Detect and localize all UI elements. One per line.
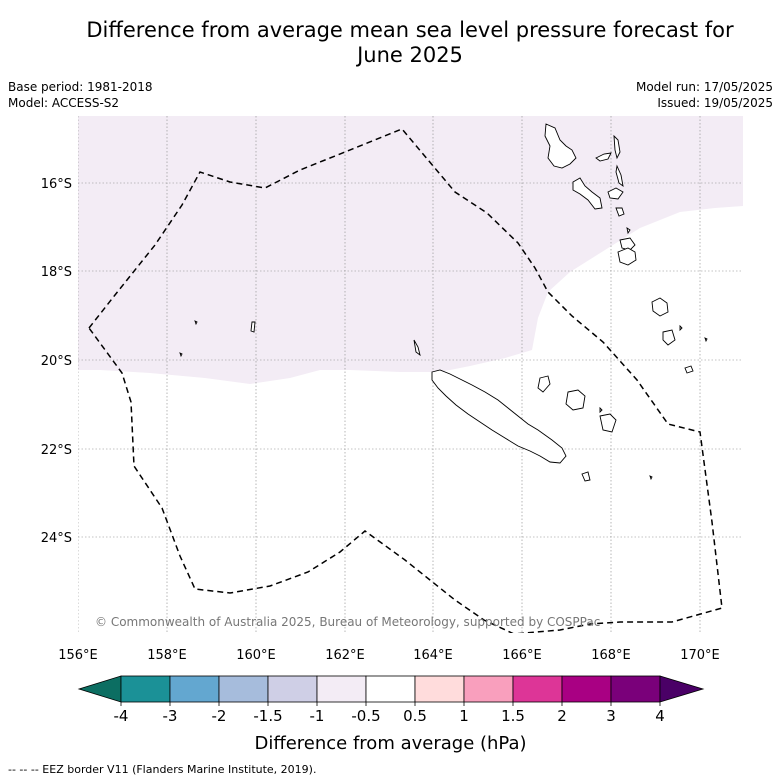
colorbar: -4 -3 -2 -1.5 -1 -0.5 0.5 1 1.5 2 3 4 [77,675,705,725]
lat-label: 22°S [41,443,72,458]
lat-label: 20°S [41,354,72,369]
island-small-4 [599,406,603,414]
island-aneityum [662,329,676,346]
colorbar-extend-low [77,675,122,703]
model-run: Model run: 17/05/2025 [635,80,773,94]
island-pines [581,471,591,482]
colorbar-tick-label: 2 [557,707,567,725]
model-name: Model: ACCESS-S2 [8,96,120,110]
lon-label: 170°E [680,648,720,663]
colorbar-extend-high [659,675,705,703]
island-small-2 [679,324,683,332]
colorbar-swatch [120,675,171,703]
colorbar-tick-label: 1 [459,707,469,725]
colorbar-tick-label: -0.5 [351,707,380,725]
island-small-1 [626,227,631,235]
graticule [78,116,743,633]
colorbar-swatch [316,675,367,703]
meta-left: Base period: 1981-2018 Model: ACCESS-S2 [8,79,153,111]
island-espiritu-santo [544,123,577,169]
colorbar-swatch [561,675,612,703]
colorbar-swatch [463,675,514,703]
colorbar-tick-label: 1.5 [501,707,525,725]
island-chesterfield [250,321,256,333]
island-tanna [651,297,669,317]
title-line-2: June 2025 [357,43,463,67]
vanuatu-islands [544,123,708,346]
lon-label: 156°E [58,648,98,663]
colorbar-swatch [267,675,318,703]
issued-date: Issued: 19/05/2025 [657,96,773,110]
island-maewo [613,134,621,160]
copyright-notice: © Commonwealth of Australia 2025, Bureau… [95,615,600,629]
meta-right: Model run: 17/05/2025 Issued: 19/05/2025 [636,79,773,111]
island-pentecost [615,164,624,188]
island-belep [413,339,421,357]
reef-1 [194,320,198,326]
latitude-labels: 16°S 18°S 20°S 22°S 24°S [41,177,72,546]
colorbar-tick-label: -1 [310,707,325,725]
eez-border [88,128,723,633]
colorbar-swatch [610,675,661,703]
island-epi [615,207,625,217]
island-lifou [565,389,586,411]
colorbar-tick-label: -3 [163,707,178,725]
colorbar-tick-label: -4 [114,707,129,725]
colorbar-swatch [512,675,563,703]
colorbar-swatch [169,675,220,703]
reef-3 [649,475,653,481]
lon-label: 158°E [147,648,187,663]
map-area: © Commonwealth of Australia 2025, Bureau… [78,116,743,633]
colorbar-tick-label: -1.5 [253,707,282,725]
island-mare [599,413,617,433]
reef-2 [179,352,183,358]
island-malakula [572,177,603,210]
eez-legend-note: -- -- -- EEZ border V11 (Flanders Marine… [8,763,317,776]
lat-label: 16°S [41,177,72,192]
new-caledonia [413,339,694,482]
lon-label: 166°E [502,648,542,663]
island-grande-terre [431,369,567,464]
longitude-labels: 156°E 158°E 160°E 162°E 164°E 166°E 168°E 170°E [58,648,720,663]
base-period: Base period: 1981-2018 [8,80,153,94]
lon-label: 168°E [591,648,631,663]
anomaly-shading [78,116,743,384]
colorbar-tick-label: -2 [212,707,227,725]
lat-label: 24°S [41,531,72,546]
chesterfield-islands [179,320,653,481]
island-small-3 [704,337,708,343]
island-efate [619,237,636,251]
colorbar-tick-label: 3 [606,707,616,725]
colorbar-swatch [414,675,465,703]
colorbar-tick-label: 0.5 [403,707,427,725]
colorbar-tick-label: 4 [655,707,665,725]
island-ambrym [607,187,624,200]
colorbar-label: Difference from average (hPa) [254,733,527,754]
island-erromango [617,247,637,266]
colorbar-swatch [365,675,416,703]
lon-label: 160°E [236,648,276,663]
island-ouvea [537,375,551,393]
title-line-1: Difference from average mean sea level p… [86,18,734,42]
lat-label: 18°S [41,265,72,280]
map-title: Difference from average mean sea level p… [60,18,760,68]
island-small-5 [684,365,694,374]
colorbar-swatch [218,675,269,703]
island-ambae [595,152,612,162]
lon-label: 164°E [413,648,453,663]
lon-label: 162°E [325,648,365,663]
